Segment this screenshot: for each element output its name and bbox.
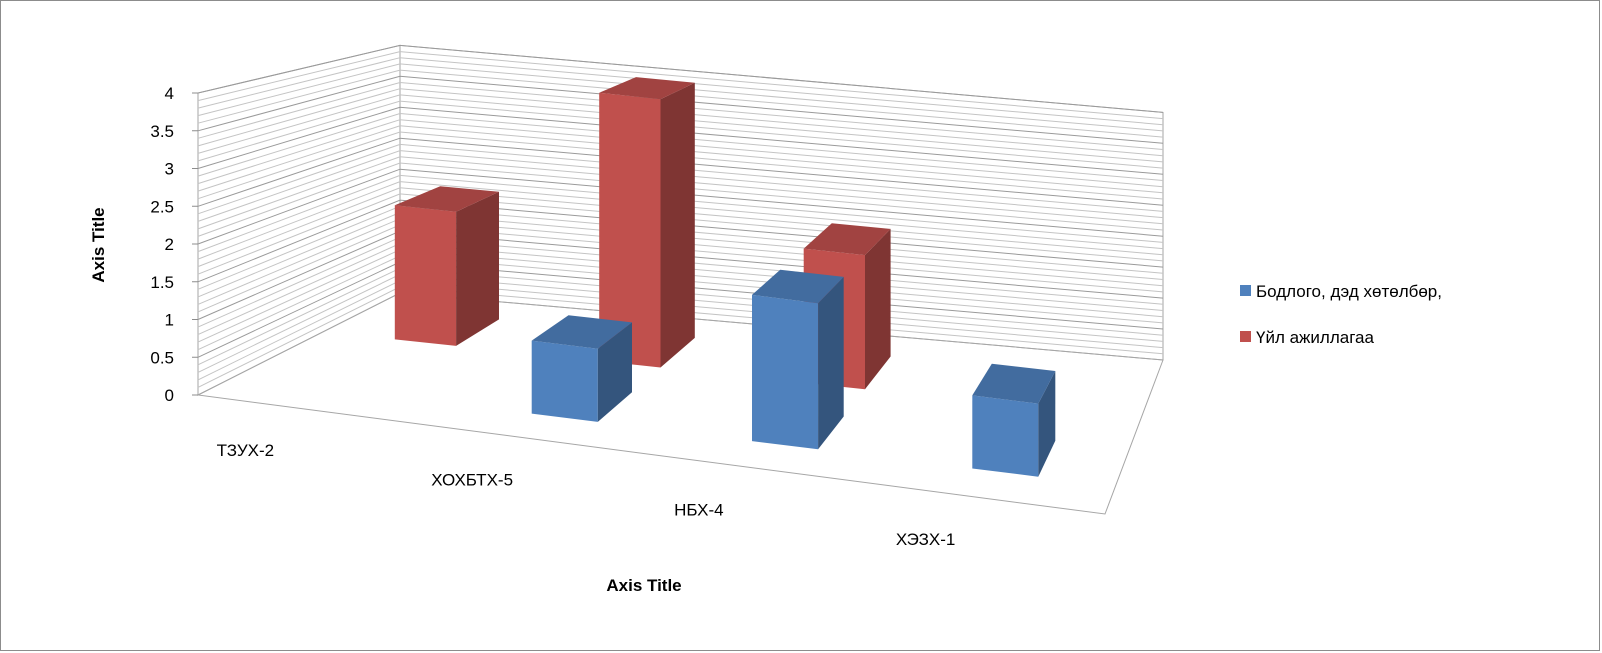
gridline [197, 63, 1164, 132]
bar-front-face [531, 340, 598, 422]
gridline [197, 119, 1164, 188]
legend-swatch [1240, 331, 1251, 342]
gridline [197, 162, 1164, 237]
bar-top-face [752, 269, 844, 304]
y-axis-ticks: 0 0.5 1 1.5 2 2.5 3 3.5 4 [150, 84, 198, 405]
legend-label: Бодлого, дэд хөтөлбөр, [1256, 282, 1442, 301]
gridline [197, 199, 1164, 283]
legend-swatch [1240, 285, 1251, 296]
gridline [197, 44, 1164, 113]
y-tick-label: 2.5 [150, 197, 174, 216]
gridline [197, 125, 1164, 194]
gridline [197, 106, 1164, 175]
gridline [197, 187, 1164, 268]
bar-activity-1 [599, 77, 695, 368]
bar-top-face [803, 223, 891, 256]
gridline [197, 168, 1164, 245]
gridline [197, 81, 1164, 150]
gridline [197, 51, 1164, 120]
x-tick-label: НБХ-4 [674, 500, 724, 519]
x-axis-title: Axis Title [606, 576, 681, 595]
x-axis-ticks: ТЗУХ-2 ХОХБТХ-5 НБХ-4 ХЭЗХ-1 [217, 441, 956, 549]
bar-top-face [599, 77, 695, 100]
gridline [197, 174, 1164, 253]
y-tick-label: 3 [165, 160, 174, 179]
y-tick-label: 3.5 [150, 122, 174, 141]
bar-front-face [394, 205, 457, 346]
bar-side-face [456, 191, 499, 346]
legend-label: Үйл ажиллагаа [1256, 328, 1374, 347]
bar-top-face [972, 363, 1056, 404]
bar-side-face [1038, 371, 1056, 477]
bar-front-face [599, 92, 661, 368]
gridline [197, 156, 1164, 230]
x-tick-label: ХОХБТХ-5 [431, 471, 513, 490]
y-tick-label: 4 [165, 84, 174, 103]
y-tick-label: 1.5 [150, 273, 174, 292]
chart-legend: Бодлого, дэд хөтөлбөр, Үйл ажиллагаа [1240, 282, 1442, 347]
gridline [197, 69, 1164, 138]
y-axis-title: Axis Title [89, 207, 108, 282]
gridline [197, 75, 1164, 144]
bar-side-face [865, 228, 891, 390]
bar-top-face [531, 315, 632, 349]
bar-activity-0 [394, 186, 499, 346]
bar-policy-2 [752, 269, 844, 450]
y-tick-label: 1 [165, 311, 174, 330]
y-tick-label: 0 [165, 386, 174, 405]
y-tick-label: 0.5 [150, 348, 174, 367]
bar-policy-3 [972, 363, 1056, 477]
bar-policy-1 [531, 315, 632, 422]
gridline [197, 137, 1164, 207]
gridline [197, 193, 1164, 275]
bar-side-face [818, 276, 844, 450]
y-tick-label: 2 [165, 235, 174, 254]
x-tick-label: ТЗУХ-2 [217, 441, 275, 460]
gridline [197, 88, 1164, 157]
bar-top-face [394, 186, 499, 212]
gridline [197, 143, 1164, 215]
gridline [197, 131, 1164, 200]
gridline [197, 100, 1164, 169]
x-tick-label: ХЭЗХ-1 [896, 530, 956, 549]
gridline [197, 181, 1164, 260]
gridline [197, 112, 1164, 181]
bar-front-face [752, 294, 819, 450]
bar-front-face [972, 395, 1039, 477]
gridline [197, 150, 1164, 222]
chart-bars [394, 77, 1056, 477]
gridline [197, 57, 1164, 126]
gridline [197, 94, 1164, 163]
bar-side-face [660, 82, 695, 368]
bar-side-face [597, 322, 632, 422]
